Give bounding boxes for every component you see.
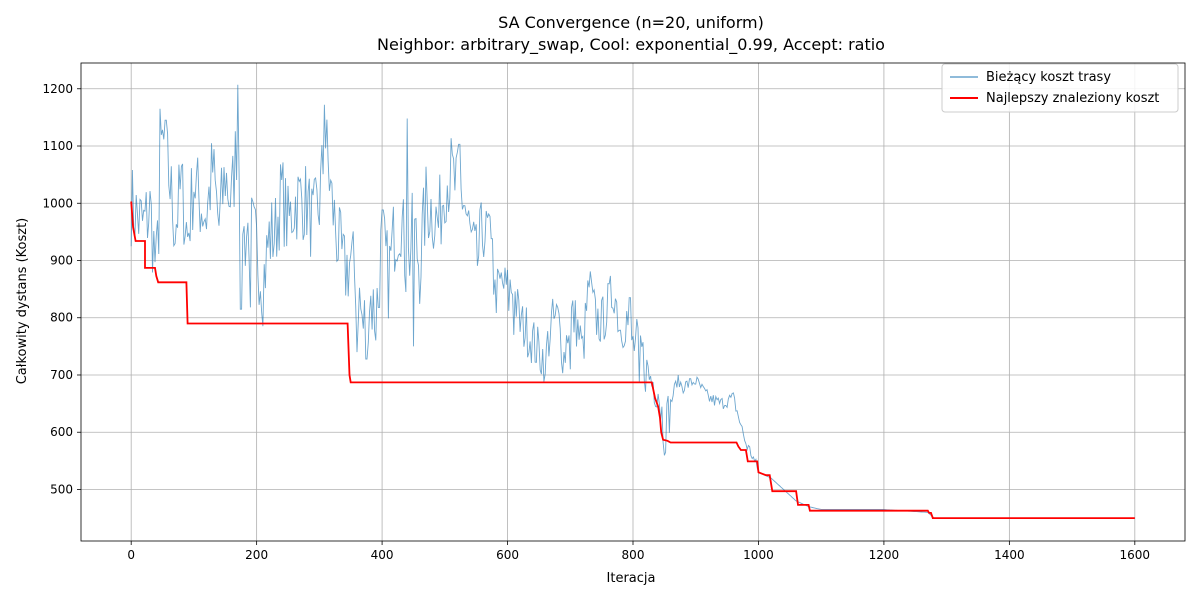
y-axis-label: Całkowity dystans (Koszt) <box>15 218 30 385</box>
x-tick-label: 0 <box>127 548 135 562</box>
x-tick-label: 1400 <box>994 548 1025 562</box>
x-tick-label: 1600 <box>1120 548 1151 562</box>
x-tick-label: 200 <box>245 548 268 562</box>
legend-box <box>941 63 1179 113</box>
legend: Bieżący koszt trasy Najlepszy znaleziony… <box>941 63 1179 113</box>
x-tick-label: 600 <box>496 548 519 562</box>
series-best-cost-line <box>130 201 1135 519</box>
chart-title: SA Convergence (n=20, uniform) Neighbor:… <box>377 13 885 55</box>
series-layer <box>130 84 1135 519</box>
x-axis-label: Iteracja <box>607 571 656 586</box>
y-tick-label: 600 <box>50 425 73 439</box>
y-tick-label: 1100 <box>42 139 73 153</box>
y-tick-label: 700 <box>50 368 73 382</box>
legend-label-best: Najlepszy znaleziony koszt <box>986 91 1159 106</box>
y-tick-label: 1000 <box>42 196 73 210</box>
x-tick-label: 400 <box>371 548 394 562</box>
x-axis-ticks: 0 200 400 600 800 1000 1200 1400 1600 <box>127 541 1150 562</box>
x-tick-label: 800 <box>622 548 645 562</box>
y-tick-label: 800 <box>50 311 73 325</box>
y-tick-label: 500 <box>50 482 73 496</box>
y-axis-ticks: 500 600 700 800 900 1000 1100 1200 <box>42 82 81 496</box>
x-tick-label: 1200 <box>869 548 900 562</box>
chart-title-line-2: Neighbor: arbitrary_swap, Cool: exponent… <box>377 35 885 55</box>
grid <box>81 63 1185 541</box>
x-tick-label: 1000 <box>743 548 774 562</box>
chart-title-line-1: SA Convergence (n=20, uniform) <box>498 13 764 32</box>
y-tick-label: 900 <box>50 253 73 267</box>
y-tick-label: 1200 <box>42 82 73 96</box>
legend-label-current: Bieżący koszt trasy <box>986 70 1111 85</box>
